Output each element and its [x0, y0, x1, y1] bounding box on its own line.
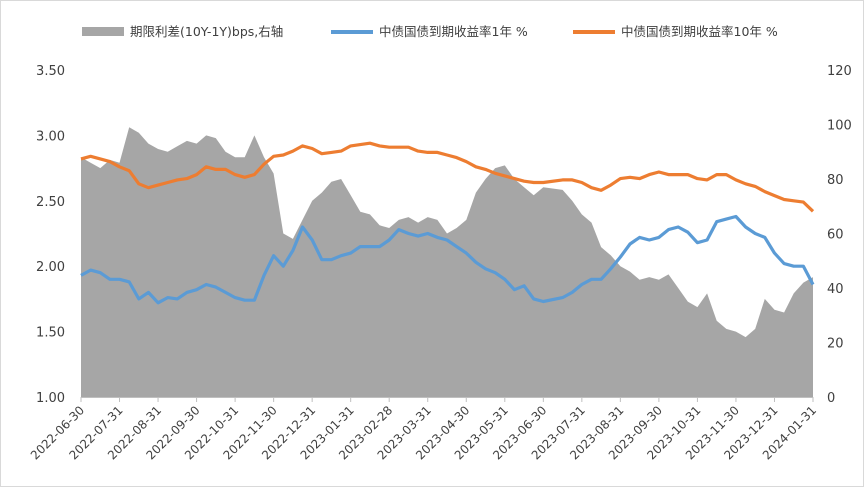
- y-left-tick-label: 1.00: [36, 391, 65, 406]
- y-right-tick-label: 100: [827, 119, 852, 134]
- y-left-tick-label: 2.50: [36, 195, 65, 210]
- yield-1y-line: [80, 214, 815, 305]
- legend-swatch-spread: [82, 27, 124, 36]
- yield-10y-line: [80, 141, 815, 213]
- spread-area: [81, 127, 813, 397]
- y-right-tick-label: 60: [827, 228, 844, 243]
- legend: 期限利差(10Y-1Y)bps,右轴 中债国债到期收益率1年 % 中债国债到期收…: [82, 24, 778, 39]
- y-right-tick-label: 80: [827, 173, 844, 188]
- y-left-tick-label: 1.50: [36, 326, 65, 341]
- plot-area: [80, 127, 815, 397]
- legend-label-spread: 期限利差(10Y-1Y)bps,右轴: [130, 24, 283, 39]
- y-right-tick-label: 40: [827, 282, 844, 297]
- legend-label-y10: 中债国债到期收益率10年 %: [621, 24, 778, 39]
- y-left-tick-label: 3.50: [36, 64, 65, 79]
- y-left-tick-label: 2.00: [36, 260, 65, 275]
- y-right-tick-label: 0: [827, 391, 835, 406]
- y-right-tick-label: 20: [827, 337, 844, 352]
- legend-label-y1: 中债国债到期收益率1年 %: [379, 24, 528, 39]
- y-right-tick-label: 120: [827, 64, 852, 79]
- y-left-tick-label: 3.00: [36, 129, 65, 144]
